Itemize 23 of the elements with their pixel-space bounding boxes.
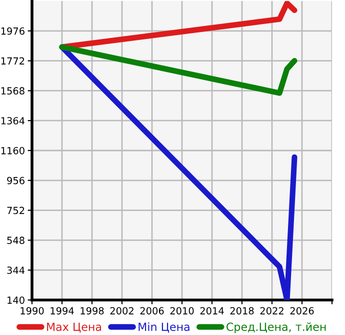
y-tick-label: 1364: [1, 117, 25, 124]
x-tick-label: 1990: [20, 307, 44, 314]
y-tick-label: 1568: [1, 87, 24, 95]
y-tick-label: 1160: [1, 146, 24, 154]
legend-label: Min Цена: [138, 322, 190, 333]
x-tick-label: 1998: [80, 307, 104, 314]
y-tick-label: 1772: [1, 57, 24, 64]
x-tick-label: 2002: [110, 307, 134, 314]
legend-label: Сред.Цена, т.йен: [226, 322, 326, 334]
y-tick-label: 548: [7, 236, 24, 244]
x-tick-label: 2026: [290, 307, 314, 314]
x-tick-label: 2018: [230, 307, 254, 314]
x-tick-label: 2022: [260, 307, 284, 314]
x-tick-label: 2014: [200, 307, 224, 314]
y-tick-label: 344: [7, 266, 25, 274]
x-tick-label: 2006: [140, 307, 164, 314]
legend-label: Max Цена: [47, 322, 102, 333]
y-tick-label: 1976: [1, 27, 24, 35]
y-tick-label: 752: [7, 206, 24, 214]
y-tick-label: 140: [8, 296, 24, 304]
x-tick-label: 1994: [50, 307, 74, 314]
y-tick-label: 956: [7, 176, 24, 184]
x-tick-label: 2010: [170, 307, 194, 314]
